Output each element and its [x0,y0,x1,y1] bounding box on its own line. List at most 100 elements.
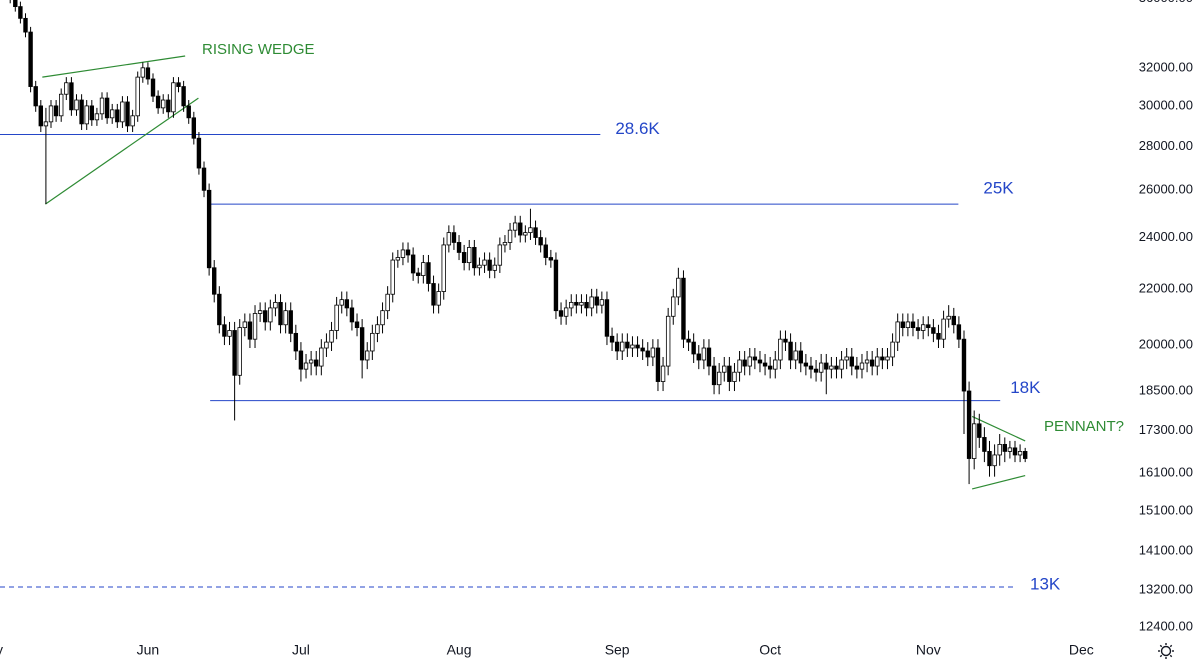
candle-body [951,315,956,326]
candle-body [18,6,23,19]
candle-body [706,347,712,367]
y-tick-label: 15100.00 [1139,502,1193,517]
candle-body [757,359,763,364]
candle-body [84,105,89,125]
candle-body [711,365,717,386]
y-tick-label: 36000.00 [1139,0,1193,5]
trend-line [972,474,1026,490]
candle-body [701,347,707,361]
y-tick-label: 16100.00 [1139,464,1193,479]
candle-body [854,365,860,370]
candle-body [630,344,635,349]
candle-body [324,341,329,349]
candle-body [288,310,293,334]
candle-body [140,67,146,78]
y-tick-label: 17300.00 [1139,422,1193,437]
candle-body [472,247,477,269]
candle-body [191,117,197,139]
candle-body [1022,451,1028,459]
candle-body [48,105,54,123]
candle-body [344,299,350,309]
candle-body [370,332,375,352]
candle-body [257,310,263,314]
candle-body [875,356,880,367]
candle-body [895,321,900,343]
candle-body [1007,447,1013,452]
candle-body [778,338,783,361]
candle-body [79,99,84,125]
candle-body [956,324,962,340]
candle-body [681,277,686,340]
candle-body [502,242,508,246]
trend-line [42,55,186,78]
candle-body [13,0,18,8]
candle-body [319,347,324,367]
candle-body [625,341,630,349]
candle-body [365,350,370,361]
candle-body [212,267,217,295]
pattern-label: PENNANT? [1044,418,1124,435]
candle-body [609,335,615,343]
candle-body [104,97,110,119]
candle-body [43,121,49,127]
candle-body [421,262,426,276]
candle-body [788,341,793,361]
candle-body [467,247,472,264]
candle-body [936,332,941,340]
candle-body [38,105,44,127]
candle-body [645,350,650,358]
candle-body [716,371,722,386]
candle-body [431,283,436,306]
candle-body [880,356,885,361]
candle-body [829,365,834,370]
candle-body [247,321,253,340]
candle-body [548,257,554,261]
y-tick-label: 32000.00 [1139,59,1193,74]
candle-body [94,113,100,121]
candle-body [410,254,416,274]
candle-body [742,359,747,367]
candle-body [268,307,273,323]
candle-body [966,390,972,459]
candle-body [293,332,299,352]
candle-body [839,359,844,370]
candle-body [834,365,839,370]
candle-body [905,321,911,329]
settings-icon[interactable] [1158,643,1174,659]
candle-body [946,315,951,320]
candle-body [405,249,411,256]
candle-body [64,82,69,95]
trend-line [971,415,1026,442]
candle-body [977,423,982,438]
candle-body [252,313,258,340]
candle-body [660,365,666,382]
candle-body [1017,451,1023,456]
candle-body [676,277,681,298]
candle-body [150,78,156,97]
candle-body [334,304,339,331]
candle-body [380,310,385,326]
candle-body [599,299,605,306]
y-tick-label: 13200.00 [1139,582,1193,597]
candle-body [339,299,344,306]
candle-body [416,272,421,276]
candle-body [563,307,569,317]
candle-body [635,344,640,349]
candle-body [135,76,140,117]
candle-body [543,244,548,258]
candle-body [783,338,788,343]
candle-body [589,296,594,309]
candle-body [665,315,671,367]
candle-body [727,365,732,382]
candle-body [308,359,314,364]
candle-body [186,105,191,119]
candle-body [242,321,248,329]
candle-body [931,327,936,334]
x-tick-label: Nov [916,642,941,658]
candle-body [99,97,105,115]
candle-body [798,350,803,364]
candle-body [752,356,758,361]
x-tick-label: Oct [759,642,781,658]
pattern-label: RISING WEDGE [202,41,315,58]
